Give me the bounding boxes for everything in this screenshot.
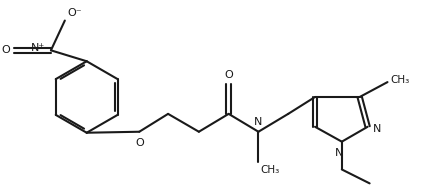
Text: O: O [135, 138, 144, 148]
Text: CH₃: CH₃ [390, 75, 410, 85]
Text: N: N [254, 117, 263, 127]
Text: N⁺: N⁺ [31, 43, 45, 53]
Text: N: N [373, 124, 381, 134]
Text: N: N [335, 148, 343, 158]
Text: O: O [224, 70, 233, 80]
Text: O: O [2, 45, 10, 55]
Text: CH₃: CH₃ [261, 166, 280, 175]
Text: O⁻: O⁻ [68, 7, 83, 18]
